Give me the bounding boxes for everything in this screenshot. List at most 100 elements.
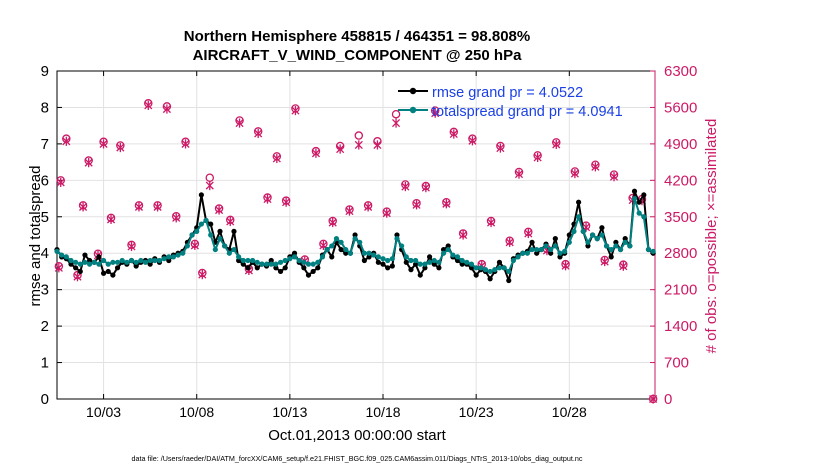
totalspread-series-point — [152, 257, 158, 264]
totalspread-series-point — [403, 254, 409, 260]
totalspread-series-point — [543, 243, 549, 249]
totalspread-series-point — [589, 232, 596, 238]
rmse-series-point — [68, 261, 74, 267]
rmse-series-point — [417, 272, 423, 278]
rmse-series-point — [343, 250, 349, 256]
legend-spread-marker — [409, 106, 417, 114]
rmse-series-point — [245, 265, 251, 271]
rmse-series-point — [534, 250, 540, 256]
totalspread-series-point — [180, 250, 186, 256]
rmse-series-point — [496, 259, 503, 265]
totalspread-series-point — [231, 246, 237, 253]
rmse-series-point — [403, 259, 409, 265]
totalspread-series-point — [198, 221, 204, 227]
y-axis-left-label: rmse and totalspread — [27, 166, 44, 307]
rmse-series-point — [385, 265, 391, 271]
obs-assimilated-marker — [172, 213, 181, 223]
y-left-tick-label: 8 — [41, 99, 49, 116]
totalspread-series-point — [156, 257, 163, 264]
totalspread-series-point — [287, 256, 293, 262]
totalspread-series-point — [459, 257, 465, 264]
rmse-series-point — [548, 250, 554, 256]
totalspread-series-point — [371, 252, 377, 258]
rmse-series-point — [585, 243, 591, 249]
x-tick-label: 10/08 — [179, 404, 214, 420]
obs-assimilated-marker — [127, 241, 136, 252]
rmse-series-point — [273, 265, 279, 271]
totalspread-series-point — [650, 248, 656, 254]
obs-assimilated-marker — [561, 261, 570, 271]
rmse-series-point — [631, 188, 638, 194]
rmse-series-point — [454, 257, 461, 264]
totalspread-series-point — [450, 252, 456, 258]
obs-assimilated-marker — [649, 394, 658, 404]
rmse-series-point — [133, 263, 139, 269]
totalspread-series-point — [357, 239, 363, 245]
rmse-series-point — [329, 254, 335, 260]
obs-assimilated-marker — [412, 200, 421, 210]
totalspread-series-point — [226, 250, 232, 256]
totalspread-series-point — [408, 257, 414, 264]
totalspread-series-point — [277, 259, 284, 265]
obs-assimilated-marker — [153, 202, 162, 212]
y-left-tick-label: 1 — [41, 355, 49, 372]
rmse-series-point — [282, 265, 288, 271]
totalspread-series-point — [538, 246, 544, 253]
totalspread-series-point — [333, 236, 340, 242]
totalspread-series-point — [385, 257, 391, 264]
rmse-series-point — [310, 268, 316, 275]
rmse-series-point — [566, 232, 572, 238]
totalspread-series-point — [557, 250, 563, 256]
rmse-series-point — [338, 246, 344, 253]
obs-assimilated-marker — [421, 183, 430, 193]
y-right-tick-label: 4900 — [664, 136, 697, 153]
x-tick-label: 10/18 — [365, 404, 400, 420]
totalspread-series-point — [608, 246, 614, 253]
rmse-series-point — [305, 272, 312, 278]
obs-assimilated-marker — [552, 139, 561, 150]
obs-assimilated-marker — [254, 128, 263, 139]
totalspread-series-point — [343, 246, 349, 253]
totalspread-series-point — [68, 257, 74, 264]
totalspread-series-point — [212, 246, 218, 253]
obs-assimilated-marker — [328, 217, 337, 228]
totalspread-series-point — [189, 232, 195, 238]
totalspread-series-point — [431, 257, 437, 264]
totalspread-series-point — [250, 257, 256, 264]
obs-possible-marker — [391, 109, 401, 119]
rmse-series-point — [506, 277, 512, 284]
obs-assimilated-marker — [134, 202, 144, 212]
totalspread-series-point — [222, 243, 228, 249]
legend-rmse-label: rmse grand pr = 4.0522 — [432, 85, 583, 101]
obs-assimilated-marker — [106, 214, 116, 224]
totalspread-series-point — [524, 250, 530, 256]
obs-assimilated-marker — [144, 100, 153, 110]
totalspread-series-point — [87, 261, 93, 267]
y-left-tick-label: 2 — [41, 318, 49, 335]
totalspread-series-point — [636, 210, 642, 216]
y-right-tick-label: 1400 — [664, 318, 697, 335]
rmse-series-point — [576, 199, 582, 205]
totalspread-series-point — [63, 254, 69, 260]
data-file-footnote: data file: /Users/raeder/DAI/ATM_forcXX/… — [132, 454, 583, 463]
totalspread-series-point — [296, 257, 302, 264]
totalspread-series-point — [268, 261, 274, 267]
totalspread-series-point — [617, 246, 624, 253]
totalspread-series-point — [399, 243, 405, 249]
totalspread-series-point — [133, 259, 139, 265]
totalspread-series-point — [142, 259, 149, 265]
x-axis: 10/03 10/08 10/13 10/18 10/23 10/28 — [86, 71, 587, 420]
totalspread-series-point — [562, 248, 568, 254]
y-axis-right-label: # of obs: o=possible; ×=assimilated — [703, 119, 720, 354]
totalspread-series-point — [184, 243, 191, 249]
y-left-tick-label: 4 — [41, 245, 49, 262]
rmse-series-point — [445, 243, 451, 249]
totalspread-series-point — [305, 261, 312, 267]
totalspread-series-point — [73, 259, 79, 265]
totalspread-series-point — [440, 250, 447, 256]
rmse-series-point — [413, 261, 419, 267]
x-tick-label: 10/28 — [552, 404, 587, 420]
rmse-series-point — [105, 268, 111, 275]
obs-assimilated-marker — [442, 199, 451, 209]
